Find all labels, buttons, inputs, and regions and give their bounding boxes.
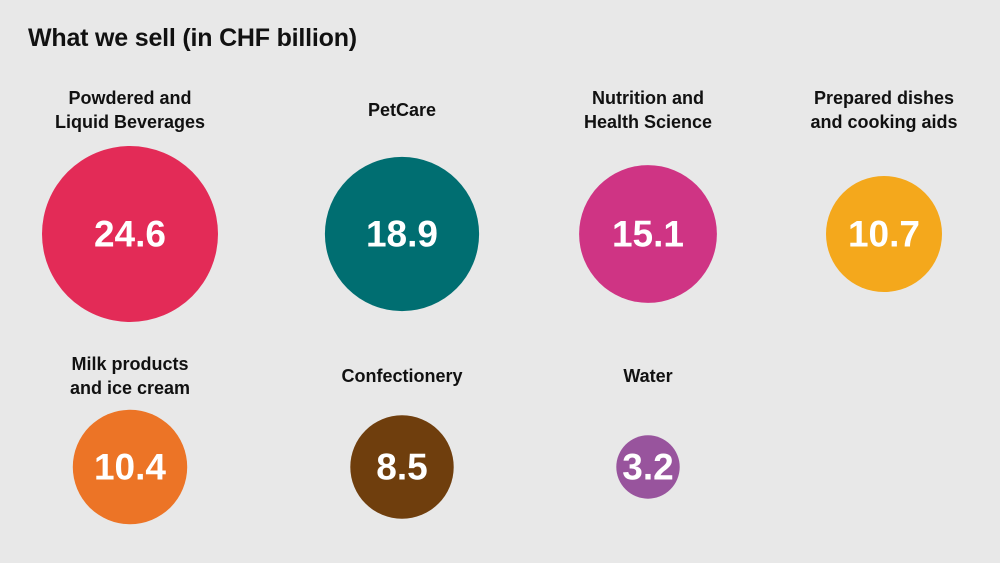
category-label-line: Health Science xyxy=(584,112,712,132)
category-label: Nutrition and Health Science xyxy=(584,88,712,132)
category-label-line: and ice cream xyxy=(70,378,190,398)
value-bubble xyxy=(350,415,454,519)
category-group: Nutrition and Health Science 15.1 xyxy=(579,88,717,303)
category-group: Prepared dishes and cooking aids 10.7 xyxy=(810,88,958,292)
category-label: Water xyxy=(623,366,672,386)
category-label: Confectionery xyxy=(341,366,462,386)
category-label: Powdered and Liquid Beverages xyxy=(55,88,205,132)
value-label: 15.1 xyxy=(612,214,684,255)
category-label-line: Liquid Beverages xyxy=(55,112,205,132)
value-label: 18.9 xyxy=(366,214,438,255)
category-group: Powdered and Liquid Beverages 24.6 xyxy=(42,88,218,322)
category-group: Water 3.2 xyxy=(616,366,680,499)
category-label-line: PetCare xyxy=(368,100,436,120)
value-bubble xyxy=(324,156,480,312)
category-label-line: Nutrition and xyxy=(592,88,704,108)
category-label-line: Powdered and xyxy=(68,88,191,108)
value-bubble xyxy=(616,435,680,499)
value-bubble xyxy=(42,146,218,322)
category-label-line: and cooking aids xyxy=(810,112,957,132)
value-bubble xyxy=(72,409,188,525)
category-label: PetCare xyxy=(368,100,436,120)
value-label: 10.4 xyxy=(94,447,166,488)
category-label: Milk products and ice cream xyxy=(70,354,190,398)
category-label-line: Water xyxy=(623,366,672,386)
value-label: 3.2 xyxy=(622,447,673,488)
value-label: 24.6 xyxy=(94,214,166,255)
chart-title: What we sell (in CHF billion) xyxy=(28,24,357,52)
category-group: PetCare 18.9 xyxy=(324,100,480,312)
category-group: Confectionery 8.5 xyxy=(341,366,463,519)
value-label: 8.5 xyxy=(376,447,427,488)
category-label-line: Confectionery xyxy=(341,366,462,386)
category-label-line: Prepared dishes xyxy=(814,88,954,108)
category-label-line: Milk products xyxy=(71,354,188,374)
value-bubble xyxy=(579,165,717,303)
value-bubble xyxy=(826,176,942,292)
category-group: Milk products and ice cream 10.4 xyxy=(70,354,190,525)
category-label: Prepared dishes and cooking aids xyxy=(810,88,957,132)
value-label: 10.7 xyxy=(848,214,920,255)
